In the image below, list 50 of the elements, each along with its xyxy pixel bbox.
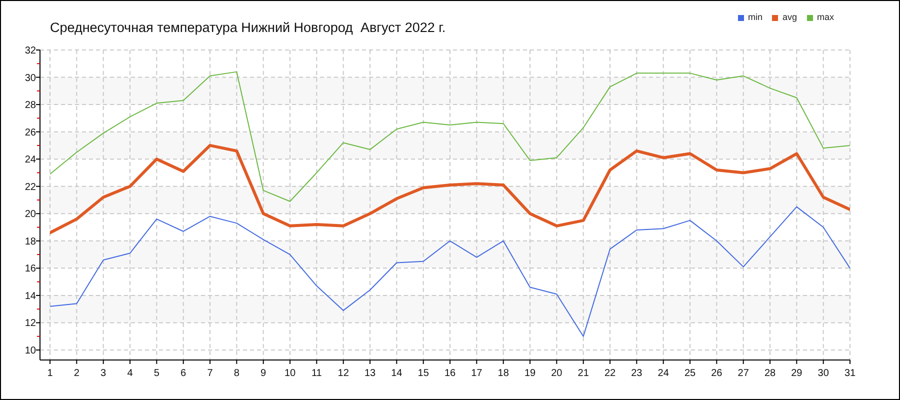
x-tick-label: 19 [524, 368, 536, 379]
x-tick-label: 5 [154, 368, 160, 379]
y-tick-label: 20 [24, 209, 36, 220]
y-tick-label: 18 [24, 236, 36, 248]
x-tick-label: 25 [684, 368, 696, 379]
x-tick-label: 11 [311, 368, 322, 379]
y-tick-label: 28 [24, 100, 36, 112]
y-tick-label: 24 [24, 154, 36, 166]
x-tick-label: 16 [444, 368, 456, 379]
x-tick-label: 30 [818, 368, 830, 379]
x-tick-label: 14 [391, 368, 403, 379]
x-tick-label: 17 [471, 368, 483, 379]
y-tick-label: 30 [24, 72, 36, 84]
x-tick-label: 20 [551, 368, 563, 379]
x-tick-label: 22 [604, 368, 616, 379]
x-tick-label: 31 [844, 368, 856, 379]
x-tick-label: 26 [711, 368, 723, 379]
x-tick-label: 27 [738, 368, 750, 379]
legend-label: avg [782, 12, 797, 22]
x-tick-label: 21 [578, 368, 590, 379]
x-tick-label: 4 [127, 368, 134, 379]
y-tick-label: 26 [24, 127, 36, 138]
y-tick-label: 14 [24, 290, 36, 302]
x-tick-label: 12 [338, 368, 350, 379]
legend-label: min [748, 12, 762, 22]
x-tick-label: 7 [207, 368, 214, 379]
legend-label: max [816, 12, 834, 22]
x-tick-label: 28 [764, 368, 776, 379]
x-tick-label: 15 [418, 368, 430, 379]
y-tick-label: 32 [24, 46, 36, 56]
line-series [50, 71, 850, 202]
x-tick-label: 29 [791, 368, 803, 379]
y-tick-label: 22 [24, 182, 36, 193]
x-tick-label: 8 [234, 368, 240, 379]
x-tick-label: 2 [74, 368, 80, 379]
y-tick-label: 10 [24, 346, 36, 356]
x-tick-label: 9 [260, 368, 267, 379]
x-tick-label: 6 [180, 368, 187, 379]
line-series [50, 144, 850, 234]
x-tick-label: 24 [658, 368, 670, 379]
x-tick-label: 10 [284, 368, 296, 379]
chart-title: Среднесуточная температура Нижний Новгород Август 2022 г. [50, 20, 446, 35]
x-tick-label: 18 [498, 368, 510, 379]
x-tick-label: 13 [364, 368, 376, 379]
x-tick-label: 3 [100, 368, 107, 379]
line-series [50, 206, 850, 337]
y-tick-label: 16 [24, 264, 36, 275]
x-tick-label: 23 [631, 368, 643, 379]
x-tick-label: 1 [47, 368, 54, 379]
y-tick-label: 12 [24, 318, 36, 330]
